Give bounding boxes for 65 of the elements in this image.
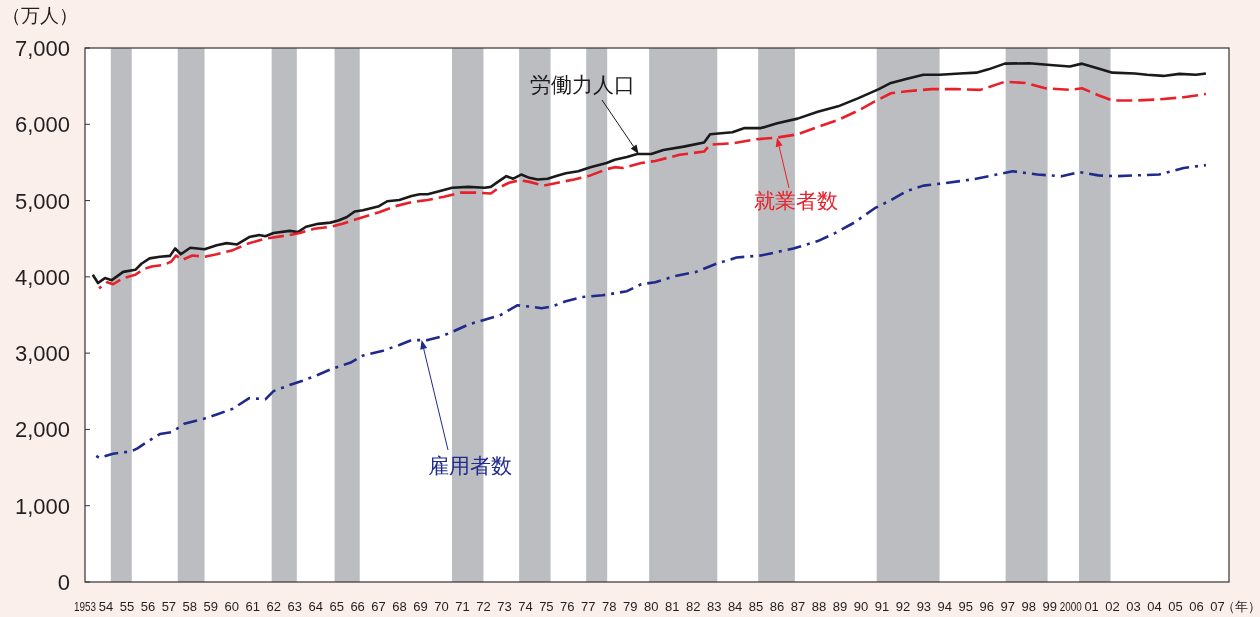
y-tick-label: 3,000: [14, 341, 70, 367]
x-tick-label: 72: [476, 599, 491, 614]
y-axis-title: （万人）: [2, 5, 78, 26]
x-tick-label: 82: [685, 599, 701, 614]
x-tick-label: 95: [958, 599, 974, 614]
x-tick-label: 60: [224, 599, 240, 614]
x-tick-label: 71: [455, 599, 470, 614]
y-tick-label: 4,000: [14, 264, 70, 290]
x-tick-label: 96: [979, 599, 995, 614]
y-tick-label: 0: [57, 570, 70, 595]
y-tick-label: 5,000: [14, 188, 70, 214]
x-tick-label: 87: [790, 599, 806, 614]
x-tick-label: 84: [727, 599, 743, 614]
x-tick-label: 75: [539, 599, 554, 614]
x-tick-label: 03: [1126, 599, 1141, 614]
x-tick-label: 62: [266, 599, 281, 614]
x-tick-label: 64: [308, 599, 323, 614]
x-tick-label: 06: [1189, 599, 1204, 614]
x-tick-label: 73: [497, 599, 512, 614]
x-tick-label: 80: [644, 599, 659, 614]
x-tick-label: 79: [623, 599, 638, 614]
x-tick-label: 90: [853, 599, 869, 614]
y-tick-label: 2,000: [14, 417, 70, 443]
x-tick-label: 69: [413, 599, 428, 614]
x-tick-label: 76: [560, 599, 575, 614]
x-tick-label: 55: [119, 599, 135, 614]
legend-label: 就業者数: [754, 189, 838, 212]
x-tick-label: 74: [518, 599, 533, 614]
x-tick-label: 05: [1168, 599, 1183, 614]
x-tick-label: 89: [832, 599, 848, 614]
x-tick-label: 56: [140, 599, 156, 614]
x-tick-label: 88: [811, 599, 827, 614]
x-tick-label: 07: [1210, 599, 1225, 614]
x-tick-label: 59: [203, 599, 219, 614]
x-tick-label: 97: [1000, 599, 1015, 614]
x-tick-label: 01: [1084, 599, 1099, 614]
y-tick-label: 6,000: [14, 112, 70, 138]
x-tick-label: 83: [706, 599, 722, 614]
x-tick-label: 85: [748, 599, 764, 614]
x-tick-label: 94: [937, 599, 953, 614]
x-tick-label: 61: [245, 599, 261, 614]
x-tick-label: 65: [329, 599, 344, 614]
x-tick-label: 77: [581, 599, 596, 614]
x-tick-label: 67: [371, 599, 386, 614]
x-tick-label: 81: [664, 599, 680, 614]
x-tick-label: 86: [769, 599, 785, 614]
x-tick-label: 98: [1021, 599, 1036, 614]
x-tick-label: 92: [895, 599, 911, 614]
x-tick-label: 93: [916, 599, 932, 614]
x-tick-label: 78: [602, 599, 617, 614]
x-tick-label: 57: [161, 599, 177, 614]
x-tick-label: 66: [350, 599, 365, 614]
x-tick-label: 70: [434, 599, 449, 614]
x-tick-label: 02: [1105, 599, 1120, 614]
x-tick-label: 63: [287, 599, 302, 614]
x-tick-label: 54: [98, 599, 114, 614]
x-tick-label: 58: [182, 599, 198, 614]
x-tick-label: 04: [1147, 599, 1162, 614]
text: 労働力人口: [529, 73, 635, 96]
y-tick-label: 1,000: [14, 493, 70, 519]
y-tick-label: 7,000: [14, 36, 70, 61]
x-tick-label: 99: [1042, 599, 1057, 614]
x-tick-label: 91: [874, 599, 890, 614]
text: 雇用者数: [428, 454, 512, 477]
x-tick-label: 68: [392, 599, 407, 614]
